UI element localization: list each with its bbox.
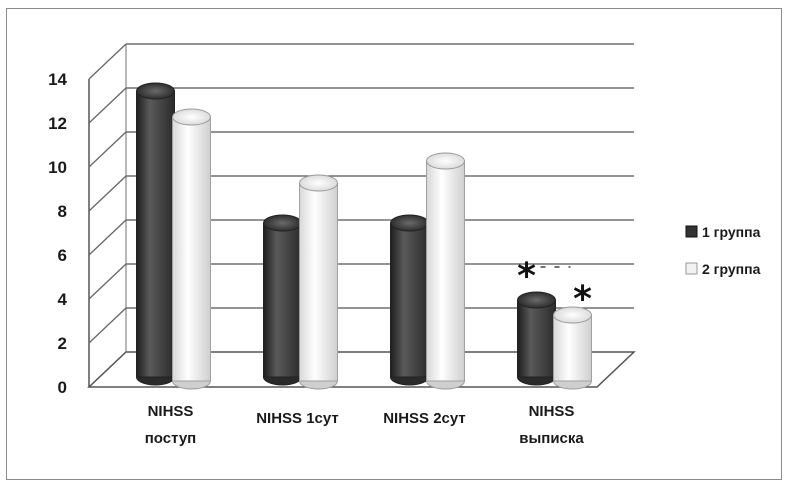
legend: 1 группа 2 группа: [685, 224, 761, 277]
gridline-diagonal: [88, 175, 127, 212]
annotations: **: [517, 256, 592, 320]
y-tick-label: 12: [48, 114, 67, 133]
bar-2-2: [299, 174, 338, 390]
bar-2-3: [426, 152, 465, 390]
x-tick-label: выписка: [519, 430, 584, 447]
legend-swatch: [685, 225, 698, 238]
bar-1-3: [390, 214, 429, 386]
bar-1-1: [136, 82, 175, 386]
chart-walls: [87, 44, 636, 388]
significance-marker: *: [517, 256, 536, 297]
legend-item-1: 1 группа: [685, 224, 761, 240]
y-axis-tick-labels: 0 2 4 6 8 10 12 14: [48, 70, 67, 397]
legend-swatch: [685, 262, 698, 275]
x-axis-tick-labels: NIHSS поступ NIHSS 1сут NIHSS 2сут NIHSS выпи…: [145, 403, 585, 447]
y-tick-label: 8: [58, 202, 67, 221]
y-tick-label: 14: [48, 70, 67, 89]
gridline-diagonal: [88, 219, 127, 256]
bar-2-4: [553, 306, 592, 390]
bar-2-1: [172, 108, 211, 390]
x-tick-label: поступ: [145, 430, 197, 447]
gridline-diagonal: [88, 131, 127, 168]
gridline-diagonal: [88, 43, 127, 80]
legend-label: 2 группа: [702, 261, 761, 277]
bar-chart: 0 2 4 6 8 10 12 14 NIHSS поступ NIHSS 1сут NIHSS 2…: [48, 43, 761, 447]
y-tick-label: 2: [58, 334, 67, 353]
significance-marker: *: [573, 279, 592, 320]
gridline-diagonal: [88, 307, 127, 344]
bar-1-4: [517, 291, 556, 386]
chart-floor: [87, 351, 636, 388]
x-tick-label: NIHSS 1сут: [256, 410, 339, 427]
x-tick-label: NIHSS 2сут: [383, 410, 466, 427]
bar-1-2: [263, 214, 302, 386]
y-tick-label: 6: [58, 246, 67, 265]
x-tick-label: NIHSS: [148, 403, 194, 420]
gridline-diagonal: [88, 263, 127, 300]
gridline-diagonal: [88, 87, 127, 124]
legend-label: 1 группа: [702, 224, 761, 240]
y-tick-label: 4: [58, 290, 68, 309]
y-tick-label: 0: [58, 378, 67, 397]
legend-item-2: 2 группа: [685, 261, 761, 277]
x-tick-label: NIHSS: [529, 403, 575, 420]
chart-frame: 0 2 4 6 8 10 12 14 NIHSS поступ NIHSS 1сут NIHSS 2…: [6, 8, 782, 480]
bars: [136, 82, 592, 390]
y-tick-label: 10: [48, 158, 67, 177]
